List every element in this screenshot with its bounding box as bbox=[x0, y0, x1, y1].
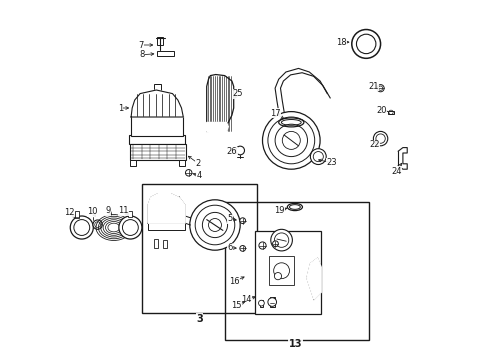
Bar bbox=[142, 184, 257, 313]
Bar bbox=[157, 51, 173, 56]
Text: 25: 25 bbox=[232, 89, 242, 98]
Circle shape bbox=[235, 146, 244, 155]
Text: 22: 22 bbox=[369, 140, 379, 149]
Bar bbox=[157, 37, 163, 45]
Bar bbox=[153, 84, 161, 91]
Bar bbox=[75, 211, 79, 218]
Text: 14: 14 bbox=[240, 295, 251, 304]
Bar bbox=[387, 111, 393, 114]
Text: 10: 10 bbox=[87, 207, 97, 216]
Bar bbox=[163, 240, 167, 248]
Circle shape bbox=[273, 263, 289, 279]
Text: 5: 5 bbox=[227, 215, 232, 223]
Text: 3: 3 bbox=[196, 314, 203, 324]
Polygon shape bbox=[306, 258, 321, 300]
Circle shape bbox=[239, 246, 245, 251]
Circle shape bbox=[70, 216, 93, 239]
Circle shape bbox=[119, 216, 142, 239]
Text: 1: 1 bbox=[118, 104, 122, 113]
Text: 19: 19 bbox=[274, 206, 285, 215]
Text: 23: 23 bbox=[325, 158, 336, 167]
Bar bbox=[269, 297, 274, 307]
Circle shape bbox=[274, 273, 281, 280]
Bar bbox=[268, 256, 294, 285]
Bar bbox=[128, 211, 132, 217]
Polygon shape bbox=[206, 122, 228, 131]
Text: 2: 2 bbox=[195, 158, 200, 168]
Circle shape bbox=[267, 298, 276, 306]
Circle shape bbox=[272, 241, 278, 247]
Bar bbox=[131, 116, 183, 136]
Circle shape bbox=[262, 112, 320, 169]
Polygon shape bbox=[148, 194, 185, 223]
Circle shape bbox=[351, 30, 380, 58]
Bar bbox=[148, 222, 185, 230]
Polygon shape bbox=[131, 90, 183, 117]
Text: 9: 9 bbox=[105, 206, 111, 215]
Circle shape bbox=[258, 300, 264, 306]
Text: 7: 7 bbox=[138, 41, 143, 50]
Text: 11: 11 bbox=[118, 206, 128, 215]
Bar bbox=[130, 144, 185, 160]
Text: 17: 17 bbox=[269, 109, 280, 118]
Text: 12: 12 bbox=[64, 208, 74, 217]
Circle shape bbox=[373, 131, 387, 146]
Bar bbox=[254, 231, 321, 314]
Text: 18: 18 bbox=[335, 38, 346, 47]
Circle shape bbox=[310, 149, 325, 165]
Text: 24: 24 bbox=[391, 166, 401, 176]
Circle shape bbox=[185, 170, 192, 176]
Circle shape bbox=[376, 85, 384, 92]
Bar bbox=[259, 300, 263, 307]
Text: 6: 6 bbox=[227, 243, 232, 252]
Text: 21: 21 bbox=[367, 82, 378, 91]
Bar bbox=[154, 239, 158, 248]
Polygon shape bbox=[206, 75, 233, 131]
Bar bbox=[130, 160, 136, 166]
Circle shape bbox=[189, 200, 240, 250]
Circle shape bbox=[93, 220, 102, 229]
Text: 15: 15 bbox=[230, 301, 241, 310]
Text: 26: 26 bbox=[226, 148, 237, 157]
Bar bbox=[179, 160, 185, 166]
Text: 16: 16 bbox=[229, 277, 239, 286]
Bar bbox=[224, 202, 368, 340]
Text: 13: 13 bbox=[288, 339, 302, 349]
Circle shape bbox=[270, 229, 292, 251]
Circle shape bbox=[258, 242, 265, 249]
Text: 8: 8 bbox=[139, 50, 144, 59]
Circle shape bbox=[239, 218, 245, 224]
Text: 20: 20 bbox=[376, 106, 386, 115]
Text: 4: 4 bbox=[196, 171, 201, 180]
Bar bbox=[129, 135, 185, 144]
